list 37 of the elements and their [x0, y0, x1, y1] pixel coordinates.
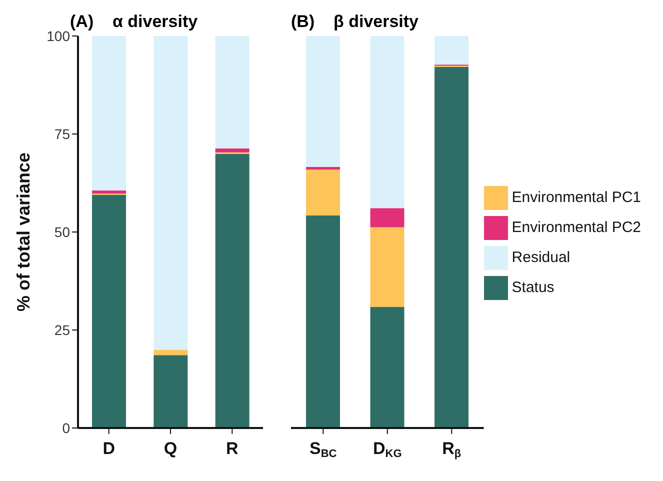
bar [370, 208, 404, 228]
bar [306, 166, 340, 170]
y-tick-label: 0 [62, 420, 70, 436]
legend-label: Environmental PC1 [512, 189, 641, 206]
bar [215, 154, 250, 428]
chart-title: (A) α diversity [70, 12, 198, 32]
x-tick-label: Q [164, 439, 178, 458]
x-tick-label: S$_{BC}$ [310, 439, 337, 460]
legend-label: Environmental PC2 [512, 219, 641, 236]
bar [154, 36, 188, 350]
legend-label: Status [512, 279, 554, 296]
bar [215, 148, 250, 152]
x-tick-label: R$_{β}$ [442, 439, 462, 460]
bar [154, 355, 188, 428]
bar [434, 66, 469, 428]
chart-title: (B) β diversity [291, 12, 419, 32]
legend-label: Residual [512, 249, 570, 266]
bar [370, 227, 404, 307]
y-tick-label: 75 [54, 126, 70, 142]
x-tick-label: R [226, 439, 238, 458]
bar [215, 36, 250, 149]
bar [370, 306, 404, 428]
x-tick-label: D [102, 439, 115, 458]
bar [306, 36, 340, 167]
x-tick-label: D$_{KG}$ [372, 439, 402, 460]
bar [370, 36, 404, 208]
bar [92, 194, 126, 428]
bar [306, 216, 340, 428]
y-tick-label: 50 [54, 224, 70, 240]
y-tick-label: 100 [46, 28, 70, 44]
bar [92, 36, 126, 190]
y-axis-title: % of total variance [13, 152, 34, 312]
bar [434, 36, 469, 65]
y-tick-label: 25 [54, 322, 70, 338]
bar [92, 190, 126, 194]
bar [306, 170, 340, 216]
bar [154, 350, 188, 356]
